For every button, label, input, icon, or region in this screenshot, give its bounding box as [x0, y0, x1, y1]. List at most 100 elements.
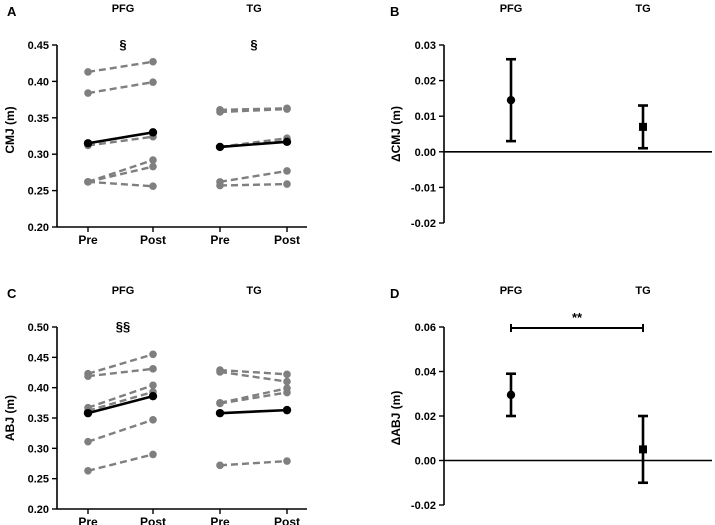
panel-c-individual-line — [87, 367, 154, 378]
panel-a-mean-line — [219, 140, 288, 149]
panel-a-individual-point — [84, 68, 92, 76]
panel-a-ytick-label: 0.45 — [28, 40, 49, 52]
panel-a-individual-point — [283, 180, 291, 188]
panel-a-plot: 0.20 0.25 0.30 0.35 0.40 0.45 Pre Post Pre Post — [28, 40, 307, 247]
panel-d-ytick-label: 0.00 — [415, 456, 436, 468]
panel-c-xtick-label: Post — [140, 515, 166, 525]
panel-a-individual-point — [149, 78, 157, 86]
panel-c-individual-point — [216, 399, 224, 408]
panel-a-group-tg-label: TG — [246, 3, 261, 15]
panel-a-individual-point — [149, 162, 157, 171]
panel-a-individual-line — [87, 165, 154, 184]
panel-c-mean-line — [87, 394, 154, 415]
panel-a-ylabel: CMJ (m) — [3, 106, 17, 153]
panel-c-individual-line — [87, 353, 154, 375]
panel-d-ytick-label: 0.02 — [415, 411, 436, 423]
panel-a-individual-point — [149, 57, 157, 66]
panel-a-ytick-label: 0.25 — [28, 186, 49, 198]
panel-b-ytick-label: 0.02 — [415, 76, 436, 88]
panel-a-xtick-label: Post — [274, 233, 300, 247]
panel-c-individual-point — [149, 350, 157, 359]
panel-a-ytick-label: 0.20 — [28, 222, 49, 234]
panel-d-ytick-label: -0.02 — [411, 500, 436, 512]
panel-b-ytick-label: 0.00 — [415, 147, 436, 159]
panel-a-individual-line — [87, 180, 154, 188]
panel-c-individual-point — [149, 365, 157, 373]
panel-c-ytick-label: 0.20 — [28, 504, 49, 516]
panel-c: C PFG TG §§ ABJ (m) 0.20 0.25 0.30 0.35 0.40… — [3, 285, 307, 525]
panel-c-label: C — [7, 286, 17, 301]
panel-c-individual-point — [283, 457, 291, 465]
panel-a-mean-point — [83, 139, 93, 148]
panel-a-individual-line — [87, 158, 154, 184]
panel-c-individual-line — [87, 384, 154, 409]
panel-d-ytick-label: 0.04 — [415, 367, 437, 379]
panel-c-individual-point — [216, 461, 224, 470]
panel-c-individual-point — [149, 381, 157, 390]
panel-c-ytick-label: 0.35 — [28, 413, 49, 425]
panel-b-label: B — [390, 4, 399, 19]
panel-c-individual-point — [84, 466, 92, 475]
panel-c-individual-line — [219, 391, 288, 405]
panel-c-individual-line — [219, 387, 288, 405]
panel-c-individual-point — [149, 450, 157, 459]
panel-c-pfg-annotation: §§ — [116, 319, 130, 334]
panel-c-individual-point — [84, 372, 92, 380]
panel-d-mean-marker — [639, 445, 647, 454]
panel-c-ytick-label: 0.40 — [28, 383, 49, 395]
panel-d-plot: 0.06 0.04 0.02 0.00 -0.02 — [411, 322, 712, 512]
panel-c-individual-line — [87, 390, 154, 412]
panel-c-individual-point — [283, 388, 291, 397]
panel-b-ytick-label: -0.01 — [411, 182, 436, 194]
panel-b-ytick-label: 0.01 — [415, 111, 436, 123]
panel-a-individual-point — [283, 167, 291, 175]
panel-a-individual-line — [219, 182, 288, 187]
panel-c-group-pfg-label: PFG — [112, 285, 135, 297]
panel-d-group-pfg-label: PFG — [500, 285, 523, 297]
panel-a-ytick-label: 0.35 — [28, 113, 49, 125]
panel-a-individual-line — [219, 169, 288, 184]
panel-d-label: D — [390, 286, 399, 301]
panel-c-mean-point — [83, 408, 93, 418]
panel-d: D PFG TG ΔABJ (m) ** 0.06 0.04 0.02 0.00 -0.… — [389, 285, 712, 512]
panel-c-mean-line — [219, 408, 288, 415]
panel-c-ytick-label: 0.25 — [28, 474, 49, 486]
panel-b: B PFG TG ΔCMJ (m) 0.03 0.02 0.01 0.00 -0.01 -… — [389, 3, 712, 230]
panel-a-individual-point — [216, 108, 224, 116]
panel-c-individual-point — [84, 437, 92, 446]
panel-a-individual-point — [84, 89, 92, 97]
panel-c-plot: 0.20 0.25 0.30 0.35 0.40 0.45 0.50 Pre Post Pre Po… — [28, 322, 307, 525]
panel-d-ytick-label: 0.06 — [415, 322, 436, 334]
panel-d-significance: ** — [572, 310, 583, 325]
panel-a-individual-point — [216, 181, 224, 190]
panel-c-mean-point — [282, 405, 292, 415]
panel-a-tg-annotation: § — [250, 37, 257, 52]
panel-a-individual-line — [87, 80, 154, 95]
panel-b-ylabel: ΔCMJ (m) — [389, 106, 403, 162]
panel-c-ytick-label: 0.45 — [28, 352, 49, 364]
panel-c-ytick-label: 0.30 — [28, 443, 49, 455]
panel-b-plot: 0.03 0.02 0.01 0.00 -0.01 -0.02 — [411, 40, 712, 230]
panel-d-ylabel: ΔABJ (m) — [389, 391, 403, 446]
panel-c-mean-point — [148, 391, 158, 401]
panel-a-mean-point — [148, 128, 158, 137]
panel-a-xtick-label: Pre — [210, 233, 230, 247]
panel-a-xtick-label: Post — [140, 233, 166, 247]
panel-a-ytick-label: 0.30 — [28, 149, 49, 161]
panel-c-individual-point — [149, 416, 157, 424]
panel-c-group-tg-label: TG — [246, 285, 261, 297]
panel-a-pfg-annotation: § — [119, 37, 126, 52]
panel-c-xtick-label: Pre — [210, 515, 230, 525]
panel-a-label: A — [7, 4, 17, 19]
panel-c-ytick-label: 0.50 — [28, 322, 49, 334]
panel-a-individual-point — [283, 105, 291, 113]
panel-b-ytick-label: -0.02 — [411, 218, 436, 230]
panel-a-mean-point — [215, 142, 225, 152]
panel-a: A PFG TG § § CMJ (m) 0.20 0.25 0.30 0.35 0.4… — [3, 3, 307, 247]
panel-a-group-pfg-label: PFG — [112, 3, 135, 15]
panel-c-ylabel: ABJ (m) — [3, 395, 17, 441]
panel-b-group-tg-label: TG — [635, 3, 650, 15]
panel-c-individual-line — [219, 368, 288, 376]
panel-a-individual-point — [149, 156, 157, 164]
